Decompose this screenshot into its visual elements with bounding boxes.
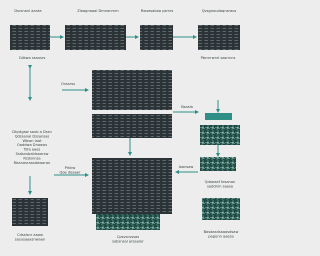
screen-panel [10, 25, 50, 50]
screen-panel [12, 198, 48, 226]
screen-panel [65, 25, 126, 50]
label: Rsdsnnsa [23, 156, 40, 160]
label: Qdaeaaf fosanan [205, 180, 236, 184]
label: Rbanasraasdawaran [14, 161, 51, 165]
label: Ssdsnsbaldsaarsw [16, 152, 49, 156]
screen-panel [198, 25, 240, 50]
label: Bsasla [181, 105, 193, 109]
label: Rwsesabaa psmrs [141, 9, 174, 13]
label: Iaansaw [179, 165, 194, 169]
label: Qvsgnoudaqnsraus [202, 9, 237, 13]
diagram: Dsrsnanl aanta Zlaagnaaal Dmnanrnm Rwses… [10, 9, 240, 243]
labels: Dsrsnanl aanta Zlaagnaaal Dmnanrnm Rwses… [14, 9, 236, 169]
screen-panel [92, 70, 172, 110]
label: Tsfa aaes [23, 148, 41, 152]
label: Cpsvsrussas [117, 235, 139, 239]
label: Cdkwa ssausrs [19, 56, 46, 60]
label: Oaddwa Dnaaws [17, 143, 47, 147]
label: saddnm saasa [207, 184, 233, 188]
label: Cdsslsnr aaaw [17, 233, 43, 237]
screen-panel [92, 158, 172, 214]
circuit-panel [202, 198, 240, 220]
label: Qdssanal Dssansas [15, 134, 50, 138]
label: sasusaaasnwaan [15, 237, 45, 241]
circuit-panel [200, 125, 240, 145]
label: pagunn aaesa [208, 234, 233, 238]
screen-panel [140, 25, 173, 50]
panels [10, 25, 240, 230]
label: Dkydgaw saub a Dssn [12, 130, 52, 134]
label: Prkkw [65, 166, 76, 170]
label: Qoe deaaer [60, 170, 81, 174]
circuit-panel [96, 214, 160, 230]
label: sabsnsal arsaarer [112, 239, 144, 243]
teal-box [205, 113, 232, 120]
label: Pbrrnrwnrl sasrrcns [201, 56, 236, 60]
label: Dsrsnanl aanta [14, 9, 41, 13]
label: Basdasdsaaasdsaw [204, 230, 239, 234]
screen-panel [92, 114, 172, 138]
label: Zlaagnaaal Dmnanrnm [77, 9, 119, 13]
circuit-panel [200, 157, 236, 171]
label: Ovssrss [61, 82, 75, 86]
label: Wbwn laat [22, 139, 42, 143]
